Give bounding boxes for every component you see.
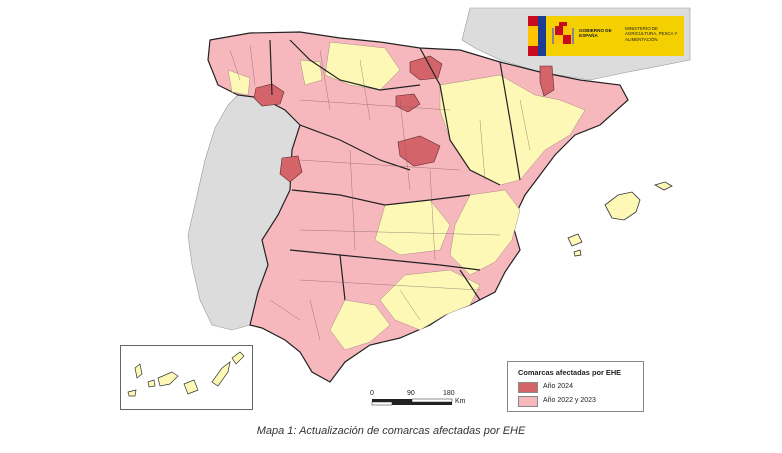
scale-tick-0: 0 — [370, 390, 374, 397]
legend-title: Comarcas afectadas por EHE — [518, 368, 622, 377]
ministry-logo: GOBIERNO DE ESPAÑA MINISTERIO DE AGRICUL… — [528, 16, 684, 56]
zone-andalusia-coast — [329, 299, 391, 351]
island-gran-canaria — [183, 379, 199, 395]
island-menorca — [653, 181, 673, 191]
island-mallorca — [604, 191, 641, 221]
zone-2024-caceres — [279, 155, 303, 183]
legend-swatch-2022-2023 — [518, 396, 538, 407]
island-ibiza — [567, 233, 583, 247]
legend-swatch-2024 — [518, 382, 538, 393]
zone-2024-navarra — [539, 65, 555, 97]
island-el-hierro — [127, 389, 137, 397]
zone-valencia — [449, 189, 521, 276]
legend: Comarcas afectadas por EHE Año 2024 Año … — [507, 361, 644, 412]
comarca-borders — [229, 44, 531, 341]
legend-label-2024: Año 2024 — [543, 383, 573, 390]
affected-2024-zones — [253, 55, 555, 183]
eu-stars-icon — [538, 16, 546, 56]
gobierno-label: GOBIERNO DE ESPAÑA — [579, 28, 612, 39]
ministerio-label: MINISTERIO DE AGRICULTURA, PESCA Y ALIME… — [625, 26, 678, 42]
balearic-islands — [567, 181, 673, 257]
zone-galicia-north — [227, 69, 251, 96]
spain-flag-icon — [528, 16, 538, 56]
island-formentera — [573, 249, 582, 257]
scale-unit: Km — [455, 398, 466, 405]
zone-castilla-west — [299, 59, 323, 86]
region-borders — [269, 39, 521, 301]
scale-tick-90: 90 — [407, 390, 415, 397]
scale-bar — [371, 398, 453, 406]
island-tenerife — [157, 371, 179, 387]
island-lanzarote — [231, 351, 245, 365]
canary-islands-inset-frame — [120, 345, 253, 410]
island-la-palma — [134, 363, 143, 379]
zone-murcia-east-andalusia — [379, 269, 481, 331]
zone-2024-guadalajara — [397, 135, 441, 167]
coat-of-arms-icon — [552, 22, 574, 44]
map-caption: Mapa 1: Actualización de comarcas afecta… — [256, 425, 526, 437]
canary-islands — [127, 351, 245, 397]
scale-tick-180: 180 — [443, 390, 455, 397]
not-affected-zones — [227, 41, 586, 351]
island-fuerteventura — [211, 361, 231, 387]
island-la-gomera — [147, 379, 156, 388]
legend-label-2022-2023: Año 2022 y 2023 — [543, 397, 596, 404]
